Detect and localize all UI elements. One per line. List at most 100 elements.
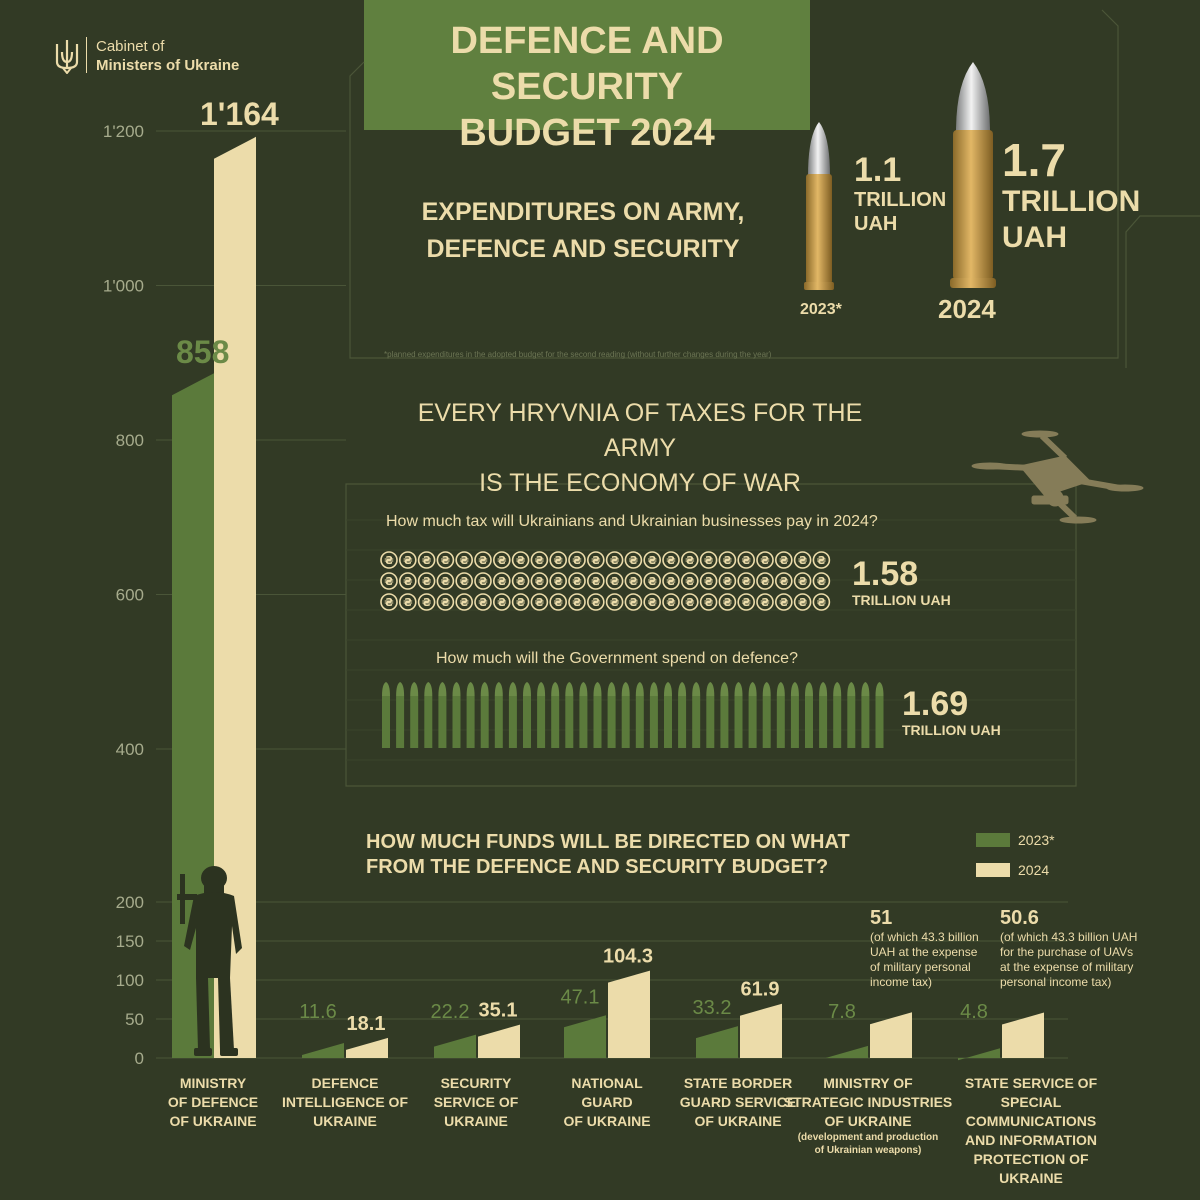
small-bullet-case: [649, 696, 658, 748]
coin-icon: [699, 551, 718, 569]
coin-icon: [511, 572, 530, 590]
small-bullet-tip: [762, 682, 771, 696]
bar-2023-category-2: [434, 1034, 476, 1058]
small-bullet-case: [861, 696, 870, 748]
small-bullet-case: [579, 696, 588, 748]
small-bullet-tip: [565, 682, 574, 696]
coin-icon: [417, 572, 436, 590]
coin-icon: [643, 572, 662, 590]
legend: 2023* 2024: [976, 832, 1055, 878]
small-bullet-tip: [678, 682, 687, 696]
category-label-line: MINISTRY OF: [823, 1075, 913, 1091]
category-label-line: STATE SERVICE OF SPECIAL: [964, 1075, 1098, 1110]
coin-glyph: ₴: [741, 596, 750, 609]
coin-icon: [568, 551, 586, 569]
coin-glyph: ₴: [441, 554, 450, 567]
bar-label-2023-category-6: 4.8: [960, 1001, 988, 1023]
small-bullet-case: [720, 696, 729, 748]
coin-icon: [398, 551, 417, 569]
small-bullet-case: [593, 696, 602, 748]
coin-icon: [737, 551, 756, 569]
coin-icon: [398, 572, 417, 590]
coin-glyph: ₴: [629, 596, 638, 609]
coin-glyph: ₴: [760, 554, 769, 567]
annotation-special-l3: at the expense of military: [1000, 960, 1134, 974]
legend-swatch-2023: [976, 833, 1010, 847]
small-bullet-case: [494, 696, 503, 748]
y-tick-label: 150: [116, 932, 144, 951]
coin-glyph: ₴: [384, 575, 393, 588]
coin-glyph: ₴: [572, 596, 581, 609]
small-bullet-tip: [551, 682, 560, 696]
exp-2023-number: 1.1: [854, 151, 902, 189]
coin-glyph: ₴: [704, 596, 713, 609]
small-bullet-case: [678, 696, 687, 748]
coin-glyph: ₴: [798, 596, 807, 609]
coin-glyph: ₴: [610, 575, 619, 588]
small-bullet-tip: [452, 682, 461, 696]
small-bullet-tip: [537, 682, 546, 696]
coin-glyph: ₴: [685, 596, 694, 609]
tax-total-value: 1.58: [852, 555, 919, 593]
y-tick-label: 1'000: [103, 277, 144, 296]
y-tick-label: 100: [116, 971, 144, 990]
coin-icon: [605, 593, 624, 611]
coin-glyph: ₴: [779, 596, 788, 609]
bar-2024-category-6: [1002, 1012, 1044, 1058]
category-note-line: (development and production: [797, 1132, 939, 1143]
exp-2023-unit1: TRILLION: [854, 189, 947, 211]
y-tick-label: 600: [116, 586, 144, 605]
coin-glyph: ₴: [629, 554, 638, 567]
coin-glyph: ₴: [478, 575, 487, 588]
bar-2024-category-1: [346, 1037, 388, 1058]
economy-heading-line2: IS THE ECONOMY OF WAR: [479, 469, 801, 497]
economy-heading-line1: EVERY HRYVNIA OF TAXES FOR THE ARMY: [417, 399, 863, 462]
small-bullet-tip: [593, 682, 602, 696]
coin-icon: [605, 551, 624, 569]
small-bullet-tip: [621, 682, 630, 696]
coin-glyph: ₴: [459, 554, 468, 567]
coin-icon: [718, 593, 737, 611]
category-label: MINISTRY OF DEFENCE OF UKRAINE: [123, 1074, 303, 1131]
coin-glyph: ₴: [572, 554, 581, 567]
bar-2023-category-1: [302, 1042, 344, 1058]
coin-icon: [737, 593, 756, 611]
small-bullet-tip: [805, 682, 813, 696]
coin-glyph: ₴: [760, 575, 769, 588]
coin-icon: [568, 593, 586, 611]
y-tick-label: 50: [125, 1010, 144, 1029]
small-bullet-case: [776, 696, 785, 748]
trident-icon: [55, 40, 79, 74]
coin-icon: [680, 551, 699, 569]
small-bullet-case: [410, 696, 419, 748]
exp-2023-unit2: UAH: [854, 213, 898, 235]
small-bullet-tip: [833, 682, 842, 696]
coin-glyph: ₴: [535, 596, 544, 609]
bar-2023-category-6: [958, 1048, 1000, 1061]
category-label-line: MINISTRY: [179, 1075, 247, 1091]
y-tick-label: 0: [135, 1049, 144, 1068]
small-bullet-tip: [466, 682, 475, 696]
coin-glyph: ₴: [459, 596, 468, 609]
economy-heading: EVERY HRYVNIA OF TAXES FOR THE ARMY IS T…: [380, 396, 900, 501]
category-label-line: PROTECTION OF UKRAINE: [973, 1151, 1089, 1186]
coin-icon: [605, 572, 624, 590]
coin-icon: [662, 572, 680, 590]
coin-glyph: ₴: [422, 575, 431, 588]
category-label-line: SERVICE OF: [433, 1094, 519, 1110]
coin-glyph: ₴: [441, 575, 450, 588]
bar-label-2023-ministry-of-defence: 858: [176, 334, 229, 370]
coin-icon: [737, 572, 756, 590]
coin-icon: [756, 593, 774, 611]
coin-icon: [474, 551, 492, 569]
bar-label-2023-category-5: 7.8: [828, 1001, 856, 1023]
bar-2024-ministry-of-defence: [214, 136, 256, 1058]
category-label-line: UKRAINE: [313, 1113, 377, 1129]
coin-icon: [643, 551, 662, 569]
annotation-strategic: 51 (of which 43.3 billion UAH at the exp…: [870, 906, 979, 990]
legend-swatch-2024: [976, 863, 1010, 877]
coin-icon: [587, 593, 605, 611]
coin-icon: [774, 593, 793, 611]
annotation-strategic-l1: (of which 43.3 billion: [870, 930, 979, 944]
bar-label-2024-category-3: 104.3: [603, 946, 653, 968]
